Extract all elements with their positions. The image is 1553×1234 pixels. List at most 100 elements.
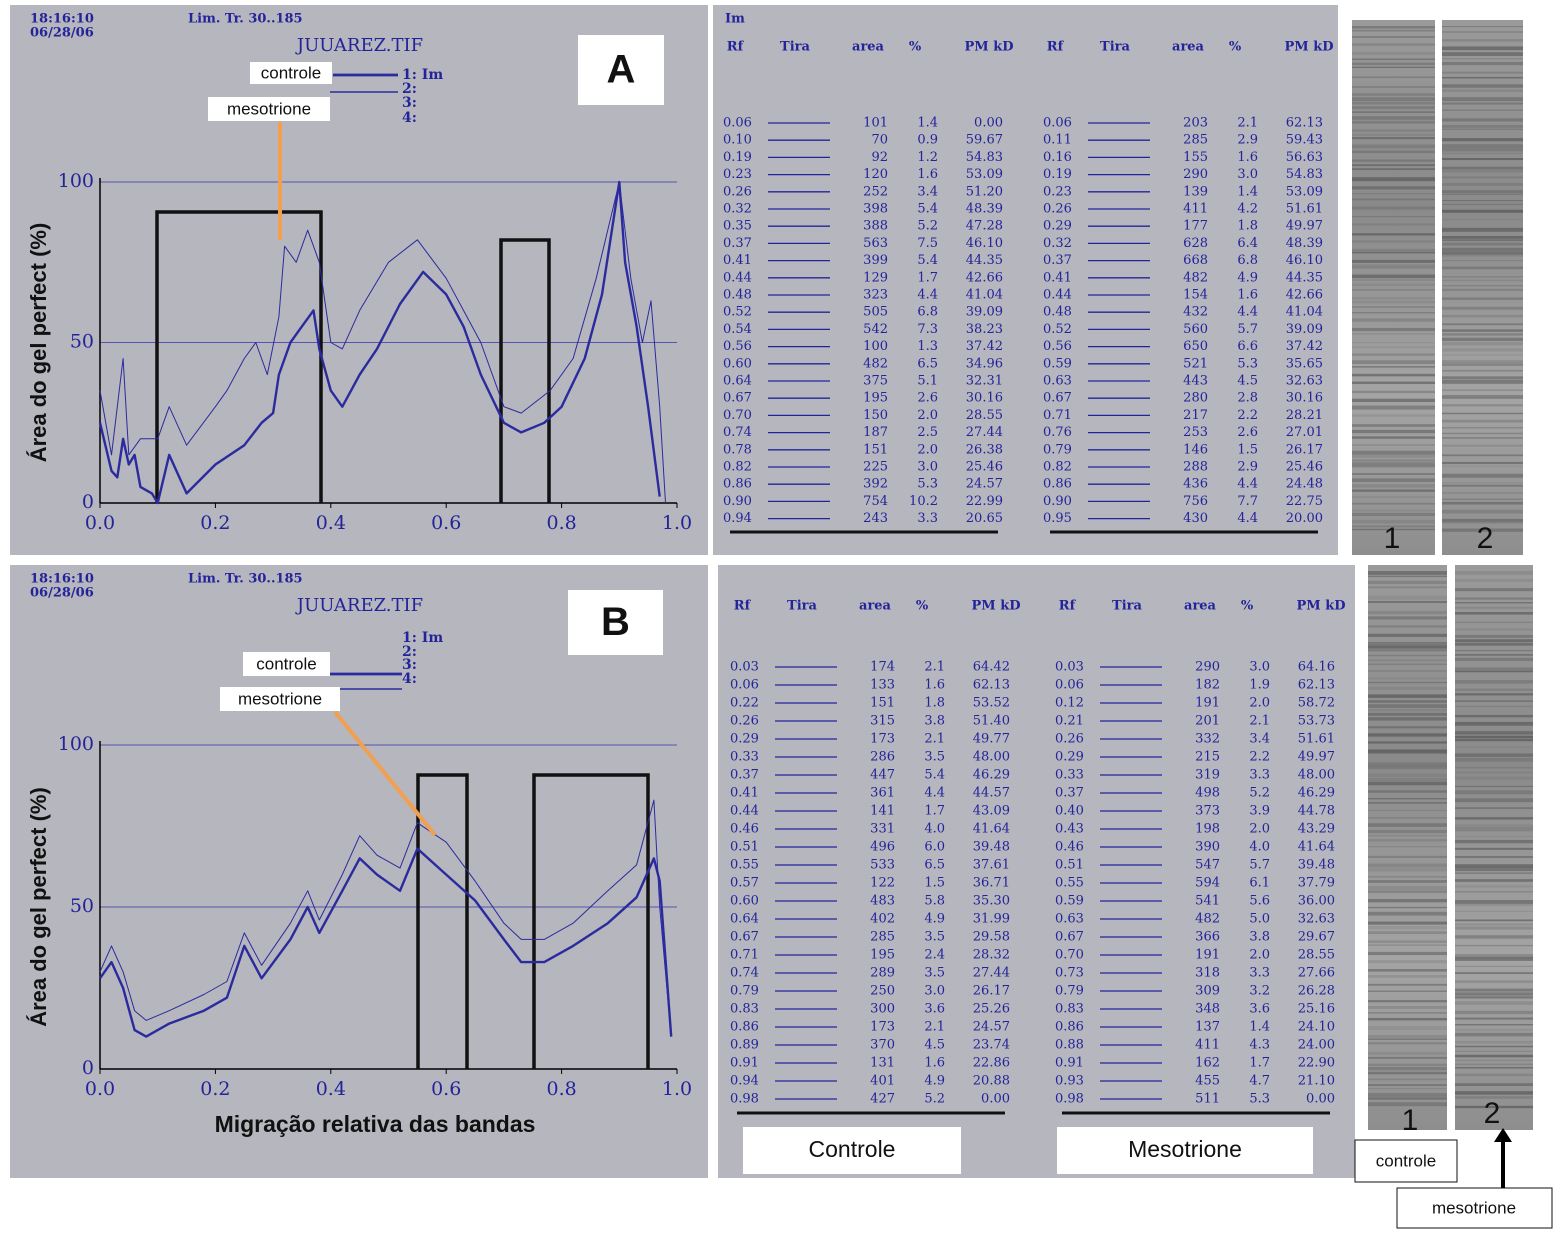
pm-cell: 59.43 [1286, 133, 1323, 148]
pm-cell: 46.10 [1286, 253, 1323, 268]
gel-band [1352, 36, 1435, 37]
area-cell: 388 [863, 219, 888, 234]
gel-band [1455, 1018, 1533, 1020]
rf-cell: 0.41 [723, 253, 752, 268]
gel-band [1442, 342, 1523, 345]
area-cell: 288 [1183, 460, 1208, 475]
rf-cell: 0.98 [1055, 1092, 1084, 1107]
gel-band [1368, 1093, 1447, 1097]
rf-cell: 0.06 [723, 116, 752, 131]
gel-band [1442, 31, 1523, 33]
gel-band [1442, 420, 1523, 423]
rf-cell: 0.70 [1055, 948, 1084, 963]
gel-band [1442, 210, 1523, 213]
area-cell: 250 [870, 984, 895, 999]
percent-cell: 2.2 [1237, 408, 1258, 423]
panel-label: A [607, 48, 636, 92]
rf-cell: 0.44 [723, 270, 752, 285]
rf-cell: 0.32 [723, 202, 752, 217]
gel-band [1352, 406, 1435, 410]
percent-cell: 2.1 [924, 732, 945, 747]
pm-cell: 43.09 [973, 804, 1010, 819]
gel-band [1352, 490, 1435, 492]
rf-cell: 0.64 [730, 912, 759, 927]
gel-band [1368, 991, 1447, 992]
gel-band [1455, 856, 1533, 858]
pm-cell: 44.78 [1298, 804, 1335, 819]
area-cell: 521 [1183, 356, 1208, 371]
gel-band [1455, 671, 1533, 672]
gel-band [1352, 391, 1435, 393]
column-header: area [1184, 599, 1217, 614]
pm-cell: 54.83 [1286, 167, 1323, 182]
file-name: JUUAREZ.TIF [295, 595, 423, 616]
area-cell: 309 [1195, 984, 1220, 999]
gel-band [1455, 836, 1533, 837]
rf-cell: 0.44 [730, 804, 759, 819]
gel-band [1455, 1091, 1533, 1094]
pm-cell: 29.67 [1298, 930, 1335, 945]
table-header: Im [725, 12, 745, 27]
column-header: Tira [1100, 40, 1130, 55]
percent-cell: 3.0 [917, 460, 938, 475]
percent-cell: 5.3 [1249, 1092, 1270, 1107]
area-cell: 496 [870, 840, 895, 855]
gel-band [1442, 492, 1523, 493]
pm-cell: 62.13 [1298, 678, 1335, 693]
x-tick-label: 0.2 [200, 512, 230, 534]
gel-band [1368, 952, 1447, 955]
pm-cell: 26.28 [1298, 984, 1335, 999]
pm-cell: 27.44 [973, 966, 1010, 981]
gel-band [1368, 907, 1447, 908]
percent-cell: 1.9 [1249, 678, 1270, 693]
area-cell: 594 [1195, 876, 1220, 891]
area-cell: 225 [863, 460, 888, 475]
percent-cell: 2.8 [1237, 391, 1258, 406]
rf-cell: 0.60 [723, 356, 752, 371]
legend-label: controle [256, 654, 316, 673]
gel-band [1455, 571, 1533, 575]
rf-cell: 0.48 [1043, 305, 1072, 320]
gel-band [1368, 960, 1447, 963]
rf-cell: 0.06 [1055, 678, 1084, 693]
gel-band [1455, 980, 1533, 983]
gel-band [1368, 1042, 1447, 1044]
area-cell: 289 [870, 966, 895, 981]
area-cell: 323 [863, 288, 888, 303]
rf-cell: 0.46 [730, 822, 759, 837]
gel-band [1368, 876, 1447, 877]
percent-cell: 5.0 [1249, 912, 1270, 927]
gel-band [1442, 260, 1523, 261]
gel-band [1455, 966, 1533, 967]
rf-cell: 0.95 [1043, 511, 1072, 526]
gel-band [1442, 167, 1523, 170]
column-header: area [852, 40, 885, 55]
rf-cell: 0.48 [723, 288, 752, 303]
gel-band [1368, 713, 1447, 716]
gel-band [1455, 1001, 1533, 1005]
rf-cell: 0.29 [730, 732, 759, 747]
gel-band [1442, 307, 1523, 310]
gel-band [1352, 298, 1435, 299]
gel-band [1442, 427, 1523, 428]
gel-band [1442, 354, 1523, 356]
pm-cell: 31.99 [973, 912, 1010, 927]
gel-band [1368, 1097, 1447, 1099]
gel-band [1352, 484, 1435, 487]
area-cell: 215 [1195, 750, 1220, 765]
percent-cell: 2.1 [924, 1020, 945, 1035]
percent-cell: 2.0 [1249, 948, 1270, 963]
gel-band [1455, 848, 1533, 850]
percent-cell: 3.4 [917, 184, 938, 199]
pm-cell: 22.75 [1286, 494, 1323, 509]
gel-band [1442, 276, 1523, 277]
rf-cell: 0.90 [1043, 494, 1072, 509]
gel-band [1368, 709, 1447, 711]
gel-arrow-head [1494, 1128, 1512, 1142]
pm-cell: 21.10 [1298, 1074, 1335, 1089]
percent-cell: 4.4 [1237, 305, 1258, 320]
percent-cell: 4.5 [924, 1038, 945, 1053]
gel-band [1368, 802, 1447, 803]
gel-band [1368, 790, 1447, 792]
gel-band [1368, 1006, 1447, 1009]
